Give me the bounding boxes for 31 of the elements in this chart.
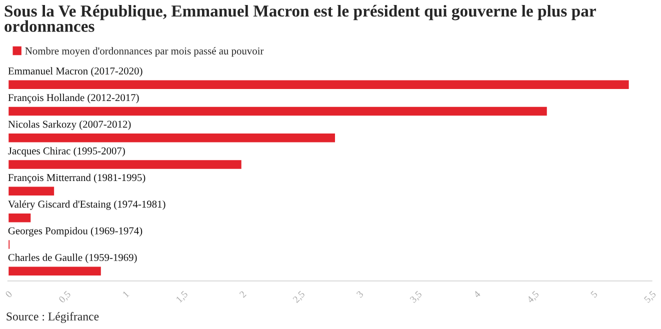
y-tick-label: Jacques Chirac (1995-2007): [8, 147, 125, 157]
y-tick-label: Charles de Gaulle (1959-1969): [8, 254, 137, 264]
bar: [8, 265, 102, 277]
x-tick-label: 4,5: [526, 290, 540, 304]
chart-title: Sous la Ve République, Emmanuel Macron est le président qui gouverne le plus par ordonnances: [4, 4, 596, 32]
y-tick-label: François Hollande (2012-2017): [8, 94, 139, 104]
legend-label: Nombre moyen d'ordonnances par mois passé au pouvoir: [25, 47, 264, 57]
y-tick-label: François Mitterrand (1981-1995): [8, 174, 146, 184]
x-tick-label: 2,5: [292, 290, 306, 304]
bar: [8, 158, 243, 170]
bar: [8, 212, 32, 224]
x-tick-label: 0: [4, 290, 13, 298]
x-tick-label: 3,5: [410, 290, 424, 304]
source-note: Source : Légifrance: [6, 312, 99, 323]
bar: [8, 78, 630, 90]
bar: [8, 238, 11, 250]
x-tick-label: 2: [239, 290, 246, 298]
x-tick-label: 0,5: [58, 290, 72, 304]
bar: [8, 185, 56, 197]
bar: [8, 105, 548, 118]
x-tick-label: 5,5: [644, 290, 658, 304]
x-tick-label: 5: [590, 290, 598, 298]
bar: [8, 132, 336, 144]
x-tick-label: 4: [473, 290, 481, 298]
x-tick-label: 1,5: [176, 290, 190, 304]
y-tick-label: Valéry Giscard d'Estaing (1974-1981): [8, 200, 166, 210]
x-tick-label: 3: [356, 290, 364, 298]
x-tick-label: 1: [122, 290, 130, 298]
y-tick-label: Georges Pompidou (1969-1974): [8, 226, 142, 236]
y-tick-label: Emmanuel Macron (2017-2020): [8, 67, 142, 77]
y-tick-label: Nicolas Sarkozy (2007-2012): [8, 120, 131, 130]
